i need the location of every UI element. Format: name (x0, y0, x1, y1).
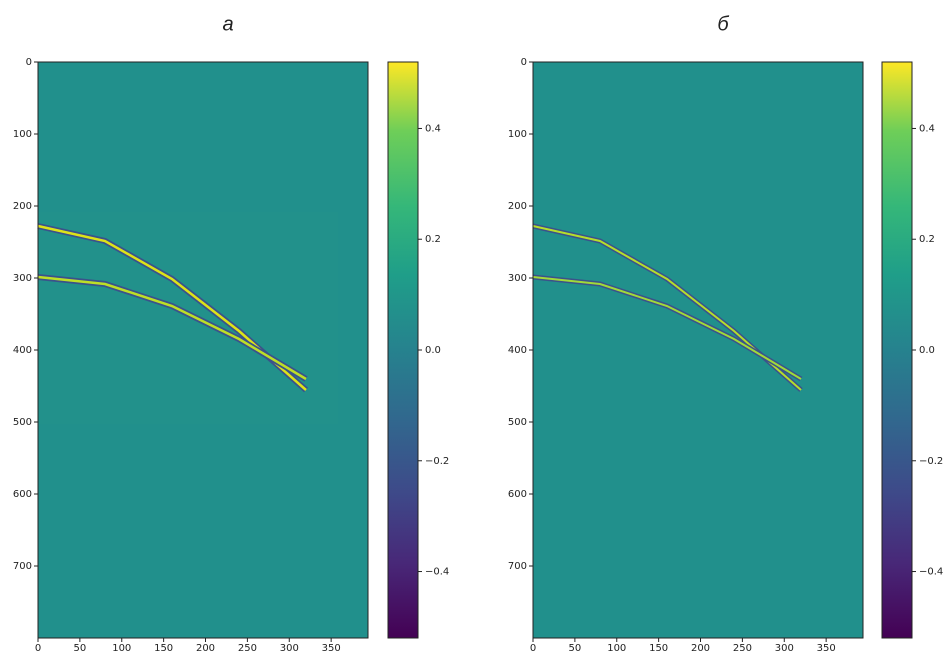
y-tick-label: 300 (13, 273, 32, 284)
image-events (37, 62, 368, 638)
image-events (532, 62, 863, 638)
event (532, 276, 802, 380)
x-tick-label: 250 (733, 643, 752, 654)
y-tick-label: 200 (13, 201, 32, 212)
colorbar-tick-label: 0.4 (425, 123, 441, 134)
noise-zone (38, 212, 338, 424)
y-tick-label: 100 (13, 129, 32, 140)
x-tick-label: 100 (607, 643, 626, 654)
y-tick-label: 0 (521, 57, 527, 68)
colorbar-tick-label: 0.2 (919, 234, 935, 245)
x-tick-label: 300 (775, 643, 794, 654)
colorbar-tick-label: −0.2 (425, 456, 449, 467)
y-tick-label: 100 (508, 129, 527, 140)
x-tick-label: 350 (322, 643, 341, 654)
colorbar-tick-label: 0.0 (919, 345, 935, 356)
x-tick-label: 0 (35, 643, 41, 654)
y-tick-label: 700 (508, 561, 527, 572)
x-tick-label: 200 (196, 643, 215, 654)
x-tick-label: 200 (691, 643, 710, 654)
colorbar-tick-label: 0.0 (425, 345, 441, 356)
x-tick-label: 100 (112, 643, 131, 654)
x-tick-label: 0 (530, 643, 536, 654)
x-tick-label: 250 (238, 643, 257, 654)
y-tick-label: 500 (13, 417, 32, 428)
image (533, 62, 863, 638)
y-tick-label: 300 (508, 273, 527, 284)
x-tick-label: 150 (154, 643, 173, 654)
y-tick-label: 700 (13, 561, 32, 572)
panel-title: а (222, 13, 233, 35)
y-tick-label: 600 (508, 489, 527, 500)
colorbar-tick-label: 0.4 (919, 123, 935, 134)
event (37, 275, 307, 381)
colorbar-tick-label: −0.4 (919, 567, 943, 578)
colorbar-tick-label: −0.2 (919, 456, 943, 467)
x-tick-label: 50 (569, 643, 582, 654)
y-tick-label: 200 (508, 201, 527, 212)
x-tick-label: 150 (649, 643, 668, 654)
y-tick-label: 400 (508, 345, 527, 356)
y-tick-label: 0 (26, 57, 32, 68)
y-tick-label: 400 (13, 345, 32, 356)
panel-title: б (717, 13, 729, 35)
y-tick-label: 600 (13, 489, 32, 500)
colorbar-tick-label: 0.2 (425, 234, 441, 245)
x-tick-label: 300 (280, 643, 299, 654)
colorbar (881, 61, 913, 639)
colorbar (387, 61, 419, 639)
y-tick-label: 500 (508, 417, 527, 428)
x-tick-label: 350 (817, 643, 836, 654)
x-tick-label: 50 (74, 643, 87, 654)
colorbar-tick-label: −0.4 (425, 567, 449, 578)
